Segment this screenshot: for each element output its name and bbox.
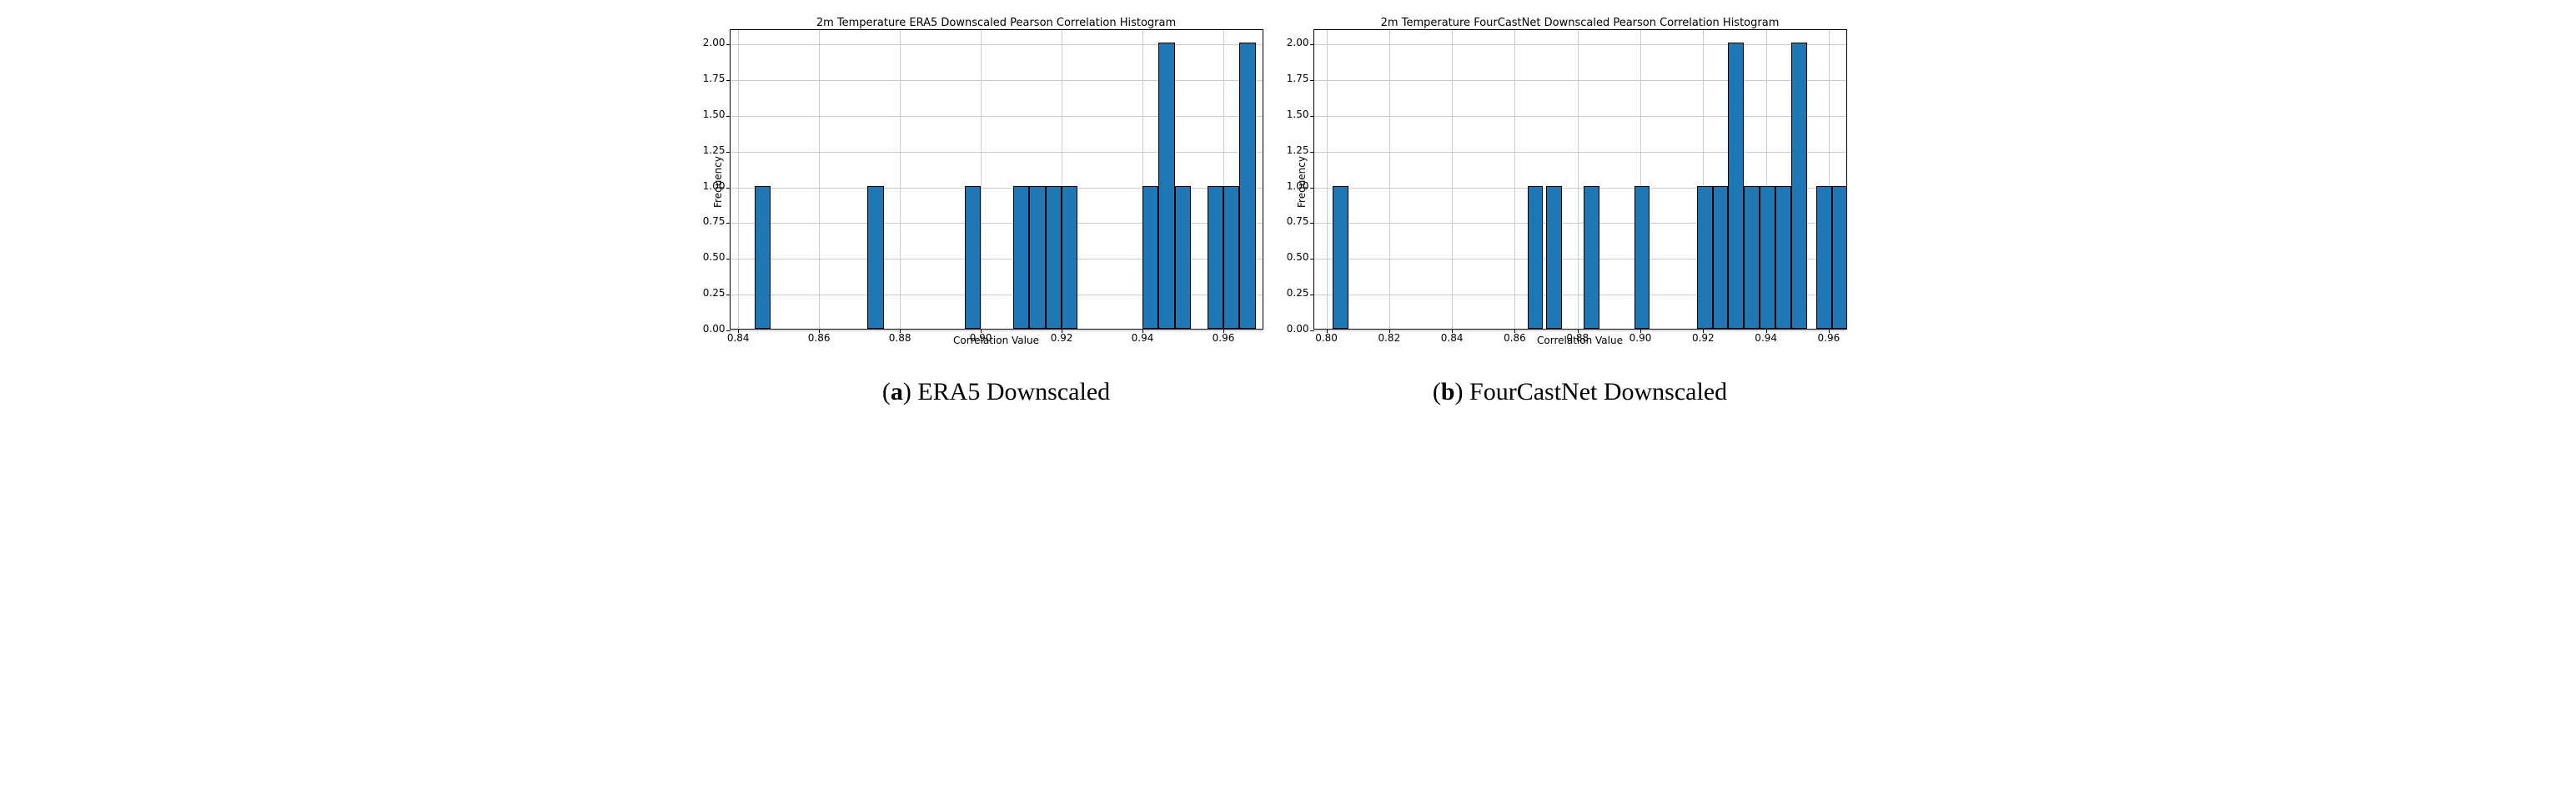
ytick-label: 0.75 xyxy=(1287,215,1314,227)
chart-title-era5: 2m Temperature ERA5 Downscaled Pearson C… xyxy=(730,17,1263,29)
ytick-label: 1.00 xyxy=(703,180,731,192)
caption-letter-era5: a xyxy=(891,378,903,406)
xtick-label: 0.88 xyxy=(1566,329,1589,344)
histogram-bar xyxy=(1208,186,1223,329)
histogram-bar xyxy=(1728,43,1744,329)
ytick-label: 1.75 xyxy=(1287,73,1314,84)
chart-wrap-fourcastnet: 2m Temperature FourCastNet Downscaled Pe… xyxy=(1313,17,1847,346)
xtick-label: 0.82 xyxy=(1378,329,1400,344)
ytick-label: 1.75 xyxy=(703,73,731,84)
panel-era5: 2m Temperature ERA5 Downscaled Pearson C… xyxy=(730,17,1263,406)
histogram-bar xyxy=(1760,186,1775,329)
xtick-label: 0.86 xyxy=(1504,329,1526,344)
histogram-bar xyxy=(1832,186,1848,329)
caption-text-era5: ERA5 Downscaled xyxy=(917,378,1110,406)
grid-line-h xyxy=(731,80,1263,81)
xtick-label: 0.96 xyxy=(1818,329,1840,344)
xtick-label: 0.94 xyxy=(1755,329,1777,344)
xtick-label: 0.90 xyxy=(1629,329,1652,344)
ytick-label: 0.00 xyxy=(703,323,731,335)
histogram-bar xyxy=(1584,186,1599,329)
ytick-label: 1.25 xyxy=(703,144,731,156)
ytick-label: 0.00 xyxy=(1287,323,1314,335)
histogram-bar xyxy=(1816,186,1832,329)
grid-line-v xyxy=(981,30,982,329)
histogram-bar xyxy=(867,186,883,329)
histogram-bar xyxy=(1223,186,1239,329)
ytick-label: 2.00 xyxy=(1287,37,1314,48)
ytick-label: 1.00 xyxy=(1287,180,1314,192)
ytick-label: 0.25 xyxy=(1287,287,1314,299)
chart-title-fourcastnet: 2m Temperature FourCastNet Downscaled Pe… xyxy=(1313,17,1847,29)
grid-line-h xyxy=(731,44,1263,45)
histogram-bar xyxy=(1791,43,1807,329)
ytick-label: 0.25 xyxy=(703,287,731,299)
histogram-bar xyxy=(1546,186,1562,329)
histogram-bar xyxy=(1175,186,1191,329)
xtick-label: 0.80 xyxy=(1315,329,1338,344)
histogram-bar xyxy=(1697,186,1713,329)
histogram-bar xyxy=(1239,43,1255,329)
caption-text-fourcastnet: FourCastNet Downscaled xyxy=(1469,378,1727,406)
histogram-bar xyxy=(965,186,981,329)
histogram-bar xyxy=(755,186,771,329)
chart-wrap-era5: 2m Temperature ERA5 Downscaled Pearson C… xyxy=(730,17,1263,346)
figure-row: 2m Temperature ERA5 Downscaled Pearson C… xyxy=(17,17,2559,406)
caption-fourcastnet: (b) FourCastNet Downscaled xyxy=(1433,378,1727,406)
grid-line-h xyxy=(731,116,1263,117)
histogram-bar xyxy=(1775,186,1791,329)
xtick-label: 0.92 xyxy=(1051,329,1073,344)
histogram-bar xyxy=(1634,186,1650,329)
histogram-bar xyxy=(1333,186,1348,329)
histogram-bar xyxy=(1046,186,1062,329)
histogram-bar xyxy=(1528,186,1544,329)
histogram-bar xyxy=(1713,186,1729,329)
xtick-label: 0.90 xyxy=(970,329,992,344)
xtick-label: 0.84 xyxy=(727,329,750,344)
grid-line-v xyxy=(1514,30,1515,329)
caption-era5: (a) ERA5 Downscaled xyxy=(882,378,1110,406)
histogram-bar xyxy=(1142,186,1158,329)
plot-area-fourcastnet: 0.000.250.500.751.001.251.501.752.000.80… xyxy=(1313,29,1847,330)
grid-line-v xyxy=(738,30,739,329)
grid-line-h xyxy=(731,152,1263,153)
ytick-label: 1.50 xyxy=(703,108,731,120)
panel-fourcastnet: 2m Temperature FourCastNet Downscaled Pe… xyxy=(1313,17,1847,406)
xtick-label: 0.88 xyxy=(889,329,911,344)
xtick-label: 0.84 xyxy=(1441,329,1464,344)
ytick-label: 1.50 xyxy=(1287,108,1314,120)
histogram-bar xyxy=(1158,43,1174,329)
histogram-bar xyxy=(1029,186,1045,329)
ytick-label: 0.50 xyxy=(1287,251,1314,263)
xtick-label: 0.94 xyxy=(1132,329,1154,344)
grid-line-v xyxy=(819,30,820,329)
ytick-label: 2.00 xyxy=(703,37,731,48)
ytick-label: 1.25 xyxy=(1287,144,1314,156)
plot-area-era5: 0.000.250.500.751.001.251.501.752.000.84… xyxy=(730,29,1263,330)
grid-line-v xyxy=(1389,30,1390,329)
ytick-label: 0.50 xyxy=(703,251,731,263)
grid-line-v xyxy=(1327,30,1328,329)
histogram-bar xyxy=(1062,186,1077,329)
grid-line-v xyxy=(1452,30,1453,329)
xtick-label: 0.92 xyxy=(1692,329,1715,344)
histogram-bar xyxy=(1744,186,1760,329)
histogram-bar xyxy=(1013,186,1029,329)
xtick-label: 0.86 xyxy=(808,329,831,344)
xtick-label: 0.96 xyxy=(1213,329,1235,344)
grid-line-v xyxy=(1578,30,1579,329)
ytick-label: 0.75 xyxy=(703,215,731,227)
caption-letter-fourcastnet: b xyxy=(1441,378,1455,406)
grid-line-v xyxy=(900,30,901,329)
